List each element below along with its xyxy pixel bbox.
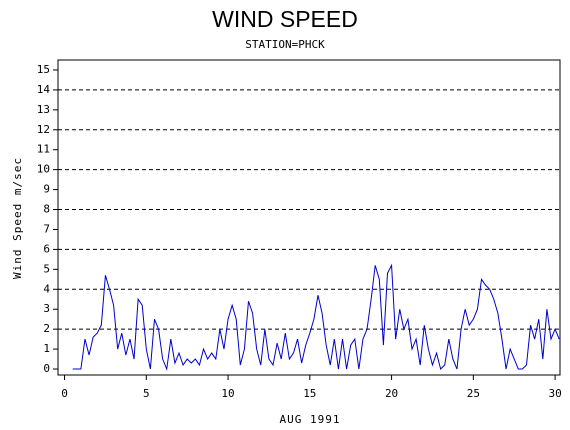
y-tick-label: 12 bbox=[37, 123, 50, 136]
y-tick-label: 0 bbox=[43, 362, 50, 375]
y-tick-label: 3 bbox=[43, 302, 50, 315]
y-tick-label: 1 bbox=[43, 342, 50, 355]
chart-subtitle: STATION=PHCK bbox=[245, 38, 325, 51]
y-tick-label: 6 bbox=[43, 242, 50, 255]
y-tick-label: 4 bbox=[43, 282, 50, 295]
x-axis-label: AUG 1991 bbox=[280, 413, 341, 426]
x-tick-label: 5 bbox=[143, 387, 150, 400]
y-tick-label: 8 bbox=[43, 203, 50, 216]
y-tick-label: 13 bbox=[37, 103, 50, 116]
y-tick-label: 2 bbox=[43, 322, 50, 335]
y-tick-label: 9 bbox=[43, 183, 50, 196]
x-tick-label: 20 bbox=[385, 387, 398, 400]
x-tick-label: 15 bbox=[303, 387, 316, 400]
y-tick-label: 11 bbox=[37, 143, 50, 156]
chart-title: WIND SPEED bbox=[212, 6, 358, 32]
y-tick-label: 7 bbox=[43, 222, 50, 235]
y-tick-label: 14 bbox=[37, 83, 51, 96]
plot-frame bbox=[57, 59, 561, 376]
x-tick-label: 25 bbox=[467, 387, 480, 400]
x-tick-label: 30 bbox=[548, 387, 561, 400]
y-tick-label: 15 bbox=[37, 63, 50, 76]
y-tick-label: 5 bbox=[43, 262, 50, 275]
y-axis-label: Wind Speed m/sec bbox=[11, 157, 24, 279]
data-line bbox=[72, 263, 560, 371]
x-tick-label: 10 bbox=[221, 387, 234, 400]
y-tick-label: 10 bbox=[37, 163, 50, 176]
x-tick-label: 0 bbox=[61, 387, 68, 400]
